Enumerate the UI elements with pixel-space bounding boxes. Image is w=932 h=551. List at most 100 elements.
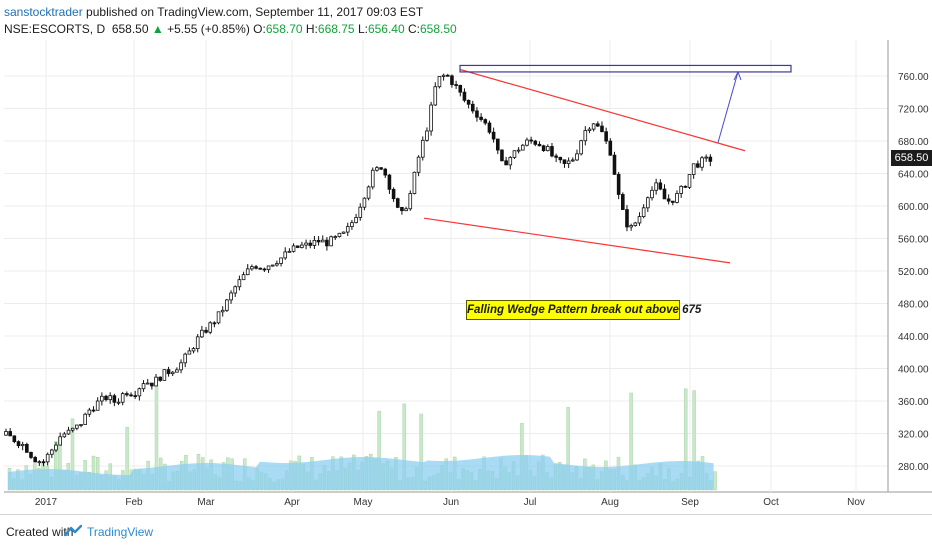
- candle-up: [679, 185, 683, 194]
- candle-down: [387, 174, 392, 190]
- candle-up: [54, 444, 58, 451]
- candle-up: [571, 159, 575, 162]
- candle-down: [662, 188, 667, 200]
- candle-up: [320, 239, 325, 243]
- y-tick-label: 520.00: [898, 267, 929, 278]
- target-arrow: [717, 71, 739, 143]
- candle-up: [141, 383, 146, 390]
- candle-up: [179, 362, 183, 371]
- publish-line: sanstocktrader published on TradingView.…: [4, 4, 704, 21]
- candle-up: [354, 217, 358, 224]
- candle-down: [537, 143, 542, 147]
- candle-down: [458, 84, 463, 93]
- candle-up: [579, 140, 583, 155]
- y-tick-label: 760.00: [898, 72, 929, 83]
- candle-up: [75, 424, 79, 429]
- candle-up: [279, 257, 283, 264]
- candle-up: [241, 274, 246, 281]
- y-tick-label: 400.00: [898, 365, 929, 376]
- candle-up: [566, 160, 571, 164]
- candle-down: [554, 155, 558, 158]
- candle-up: [333, 236, 338, 238]
- candle-down: [91, 409, 96, 412]
- created-with-text: Created with: [6, 525, 74, 539]
- candle-up: [508, 157, 513, 166]
- candle-down: [150, 382, 154, 387]
- candle-up: [312, 239, 317, 246]
- volume-ma-area: [8, 455, 714, 490]
- candle-up: [687, 174, 692, 188]
- candle-up: [87, 409, 92, 415]
- candle-down: [462, 91, 467, 101]
- x-tick-label: Aug: [601, 497, 619, 508]
- candle-down: [500, 149, 504, 162]
- author-link[interactable]: sanstocktrader: [4, 5, 83, 19]
- tradingview-brand[interactable]: TradingView: [87, 525, 154, 539]
- candle-up: [266, 265, 271, 270]
- candle-down: [12, 435, 17, 443]
- candle-up: [525, 139, 529, 146]
- candle-down: [696, 163, 700, 168]
- candle-down: [104, 395, 108, 401]
- candle-up: [154, 376, 158, 387]
- candle-down: [533, 140, 538, 145]
- candle-up: [404, 208, 408, 212]
- candle-down: [621, 194, 625, 210]
- candle-down: [470, 103, 475, 112]
- candle-down: [616, 173, 621, 195]
- candle-up: [291, 245, 296, 252]
- candle-up: [420, 139, 425, 158]
- candle-down: [479, 116, 483, 120]
- candle-up: [516, 149, 521, 152]
- candle-up: [162, 369, 167, 381]
- candle-down: [112, 395, 117, 403]
- candle-down: [475, 110, 479, 118]
- candle-up: [358, 206, 363, 218]
- candle-down: [29, 451, 33, 458]
- tradingview-logo-icon: [64, 524, 82, 537]
- candle-up: [412, 171, 417, 194]
- candle-down: [550, 146, 554, 157]
- candle-up: [4, 431, 8, 436]
- candle-up: [116, 401, 121, 404]
- candle-up: [583, 130, 588, 142]
- candle-up: [270, 264, 275, 267]
- price-chart[interactable]: 280.00 320.00 360.00 400.00 440.00 480.00 520.…: [0, 38, 932, 508]
- candle-up: [633, 222, 638, 226]
- candle-up: [575, 153, 579, 161]
- candle-up: [170, 371, 175, 375]
- footer: Created with TradingView: [0, 514, 932, 551]
- candle-up: [79, 424, 83, 426]
- candle-up: [587, 128, 592, 131]
- candle-down: [445, 74, 450, 77]
- candle-up: [366, 186, 371, 199]
- candle-up: [283, 251, 288, 259]
- candle-up: [341, 231, 346, 234]
- candle-down: [708, 156, 713, 162]
- candle-down: [450, 75, 454, 85]
- candle-up: [520, 144, 525, 151]
- candle-up: [650, 189, 654, 199]
- candle-down: [612, 154, 617, 175]
- candle-down: [541, 145, 546, 152]
- candle-down: [41, 461, 46, 464]
- candle-up: [637, 216, 642, 224]
- candle-up: [83, 413, 87, 425]
- symbol-label: NSE:ESCORTS, D: [4, 22, 106, 36]
- candle-down: [254, 266, 258, 269]
- candle-up: [287, 250, 292, 253]
- candle-down: [158, 376, 163, 381]
- candle-down: [666, 198, 671, 202]
- candle-down: [16, 441, 21, 447]
- candle-up: [304, 242, 308, 246]
- candle-down: [495, 138, 500, 151]
- candle-up: [629, 225, 633, 228]
- candle-up: [145, 382, 150, 385]
- y-tick-label: 440.00: [898, 332, 929, 343]
- up-arrow-icon: ▲: [151, 22, 164, 36]
- candle-down: [483, 119, 488, 124]
- candle-up: [100, 395, 104, 402]
- candle-down: [395, 198, 400, 208]
- candle-up: [425, 130, 429, 141]
- candle-up: [512, 150, 517, 158]
